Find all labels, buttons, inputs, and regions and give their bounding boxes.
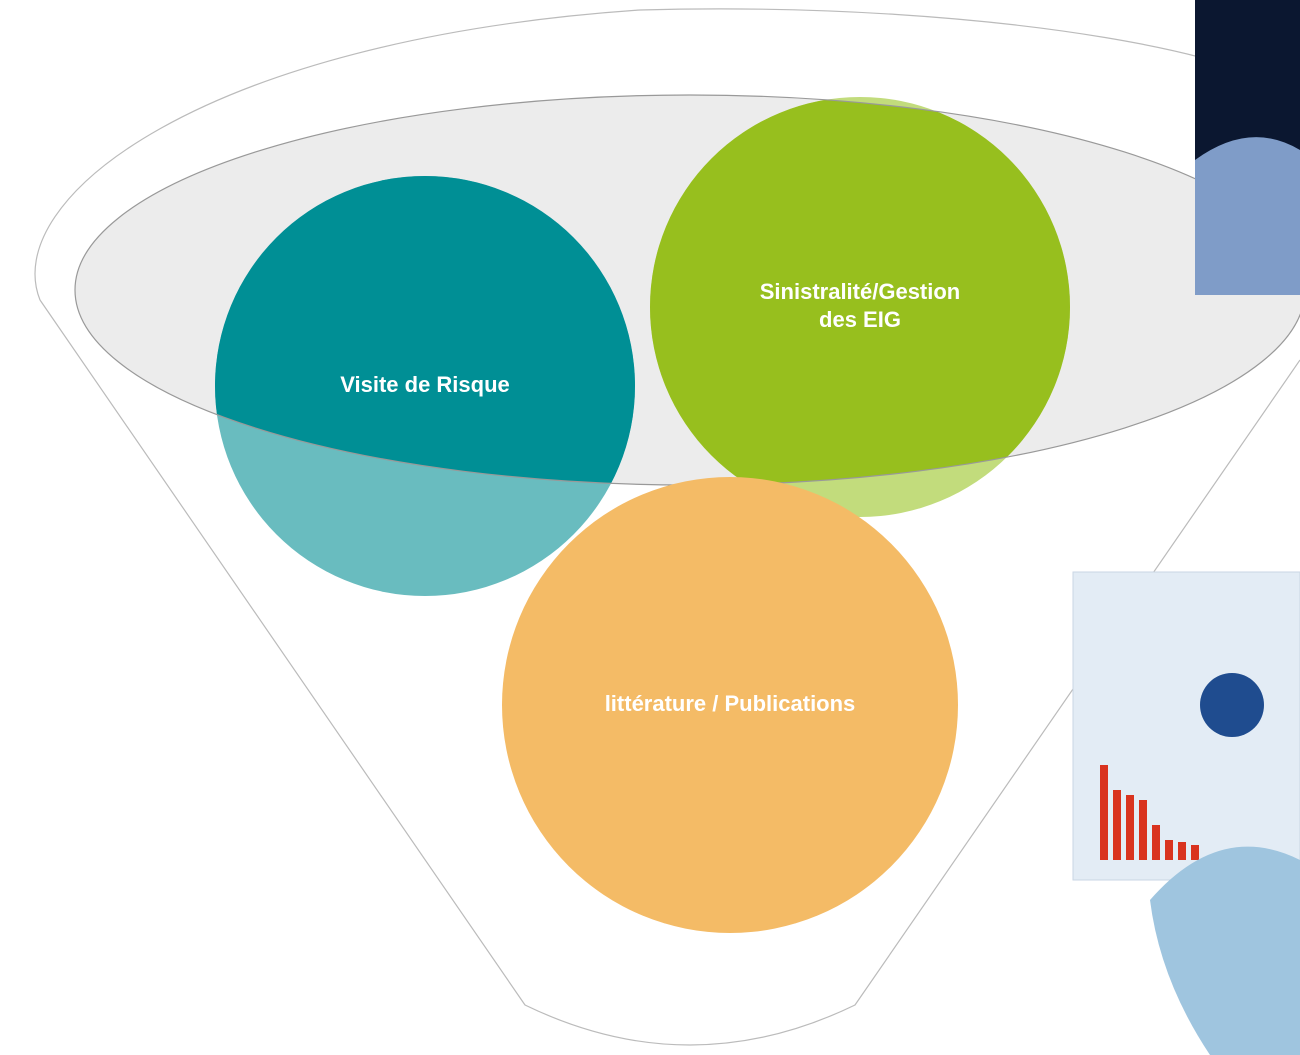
node-label: Visite de Risque	[340, 372, 510, 397]
photo-surgeon	[1150, 847, 1300, 1055]
photo-fabric	[1195, 137, 1300, 295]
infographic-pie	[1200, 673, 1264, 737]
funnel-diagram: Visite de Risque Sinistralité/Gestion des …	[0, 0, 1300, 1055]
node-label: des EIG	[819, 307, 901, 332]
node-label: Sinistralité/Gestion	[760, 279, 961, 304]
node-label: littérature / Publications	[605, 691, 856, 716]
